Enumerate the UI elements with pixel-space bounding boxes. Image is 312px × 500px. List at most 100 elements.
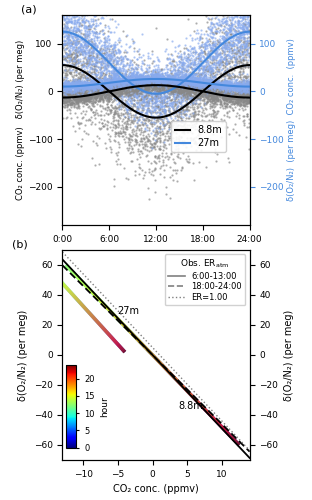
Point (225, 66, 230, 74)
Point (178, 78, 183, 86)
Point (124, 80, 129, 88)
Point (188, 76, 193, 84)
Point (61, 12, 66, 20)
Point (156, 90, 161, 98)
Point (140, 98, 145, 106)
Point (75, 82, 80, 90)
Point (101, 82, 106, 90)
Point (196, 68, 201, 76)
Point (114, 104, 119, 112)
Point (178, 75, 183, 83)
Point (103, 78, 108, 86)
Point (228, 22, 233, 30)
Point (83, 42, 88, 50)
Point (144, 77, 149, 85)
Point (222, 94, 227, 102)
Point (71, 92, 76, 100)
Point (127, 85, 132, 93)
Point (194, 86, 199, 94)
Point (240, 84, 245, 92)
Point (74, 95, 79, 103)
Point (86, 80, 91, 88)
Point (181, 94, 186, 102)
Point (158, 108, 163, 116)
Point (211, 89, 216, 97)
Point (223, 68, 228, 76)
Point (111, 42, 116, 50)
Point (130, 74, 135, 82)
Point (121, 128, 126, 136)
Point (164, 54, 169, 62)
Point (221, 80, 226, 88)
Point (175, 92, 180, 100)
Point (120, 76, 125, 84)
Point (116, 128, 121, 136)
Point (197, 134, 202, 142)
Point (245, 86, 250, 94)
Point (205, 78, 210, 86)
Point (120, 81, 125, 89)
Point (88, 83, 93, 91)
Point (118, 82, 123, 90)
Point (190, 70, 195, 78)
Point (144, 74, 149, 82)
Point (137, 86, 142, 94)
Point (167, 59, 172, 67)
Point (221, 43, 226, 51)
Point (158, 70, 163, 78)
Point (207, 62, 212, 70)
Point (132, 75, 137, 83)
Point (209, 80, 214, 88)
Point (133, 81, 138, 89)
Point (163, 128, 168, 136)
Point (246, 6, 251, 14)
Point (144, 81, 149, 89)
Point (126, 134, 131, 142)
Point (212, 90, 217, 98)
Point (148, 139, 153, 147)
Point (145, 136, 150, 143)
Point (88, 37, 93, 45)
Point (62, 15, 67, 23)
Point (224, 112, 229, 120)
Point (192, 81, 197, 89)
Point (113, 78, 118, 86)
Point (173, 80, 178, 88)
Point (222, 37, 227, 45)
Point (89, 68, 94, 76)
Point (221, 78, 226, 86)
Point (242, 46, 247, 54)
Point (72, 28, 77, 36)
Point (156, 111, 161, 119)
Point (204, 54, 209, 62)
Point (207, 95, 212, 103)
Point (210, 72, 215, 80)
Point (236, 4, 241, 12)
Point (129, 82, 134, 90)
Point (134, 106, 139, 114)
Point (82, 96, 87, 104)
Point (90, 40, 95, 48)
Point (233, 94, 238, 102)
Point (62, 52, 67, 60)
Point (106, 95, 111, 103)
Point (99, 80, 104, 88)
Point (78, 82, 83, 90)
Point (106, 22, 111, 30)
Point (98, 72, 103, 80)
Point (65, 100, 70, 108)
Point (68, 66, 73, 74)
Point (188, 78, 193, 86)
Point (189, 81, 194, 89)
Point (183, 106, 188, 114)
Point (226, 74, 231, 82)
Point (161, 90, 166, 98)
Point (219, 58, 224, 66)
Point (123, 122, 128, 130)
Point (197, 88, 202, 96)
Point (192, 96, 197, 104)
Point (132, 82, 137, 90)
Point (205, 70, 210, 78)
Point (137, 84, 142, 92)
Point (155, 75, 160, 83)
